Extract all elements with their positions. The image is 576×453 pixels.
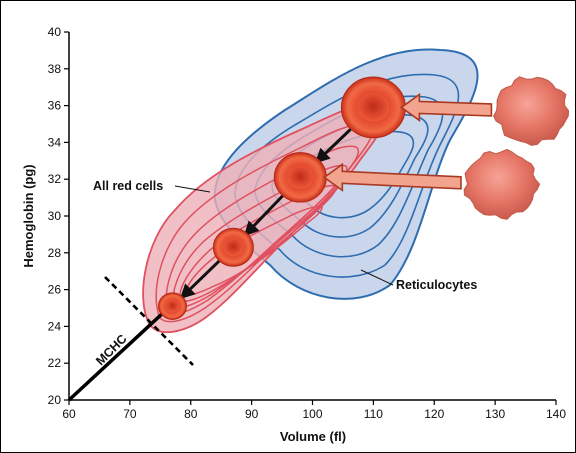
reticulocyte-arrow: [400, 92, 493, 123]
y-tick-label: 28: [48, 246, 62, 260]
axes: 60 70 80 90 100 110 120 130 140 20 22 24 26 28 30 32 34 3…: [48, 25, 567, 421]
x-tick-label: 90: [245, 407, 259, 421]
shift-arrow: [179, 258, 223, 300]
y-tick-label: 34: [48, 135, 62, 149]
y-tick-label: 20: [48, 393, 62, 407]
x-tick-label: 80: [184, 407, 198, 421]
mchc-dashed-line: [104, 276, 194, 366]
shift-arrow: [314, 125, 355, 164]
y-tick-label: 36: [48, 99, 62, 113]
red-cell-marker: [212, 227, 254, 267]
x-tick-label: 60: [62, 407, 76, 421]
reticulocytes-label: Reticulocytes: [396, 278, 477, 292]
y-axis-title: Hemoglobin (pg): [21, 164, 36, 267]
reticulocyte-marker: [463, 148, 541, 220]
red-cell-marker: [157, 292, 187, 320]
y-tick-label: 30: [48, 209, 62, 223]
reticulocyte-marker: [493, 76, 570, 146]
x-tick-label: 140: [546, 407, 566, 421]
y-tick-label: 22: [48, 356, 62, 370]
x-tick-label: 130: [485, 407, 505, 421]
x-tick-label: 100: [302, 407, 322, 421]
x-axis-title: Volume (fl): [280, 429, 346, 444]
cells: [157, 76, 570, 320]
annotations: All red cells Reticulocytes: [93, 179, 477, 292]
reticulocytes-pointer: [360, 269, 394, 286]
y-tick-label: 38: [48, 62, 62, 76]
x-tick-label: 110: [364, 407, 383, 421]
red-cell-marker: [273, 152, 327, 203]
all-red-cells-pointer: [174, 185, 211, 193]
all-red-cells-label: All red cells: [93, 179, 163, 193]
x-tick-label: 70: [123, 407, 137, 421]
reticulocyte-arrow: [322, 162, 462, 192]
x-tick-label: 120: [424, 407, 444, 421]
y-tick-label: 32: [48, 172, 62, 186]
y-tick-label: 26: [48, 283, 62, 297]
shift-arrow: [243, 192, 287, 237]
y-tick-label: 24: [48, 319, 62, 333]
y-tick-label: 40: [48, 25, 62, 39]
mchc-line: [67, 308, 168, 402]
red-cell-marker: [340, 76, 406, 139]
